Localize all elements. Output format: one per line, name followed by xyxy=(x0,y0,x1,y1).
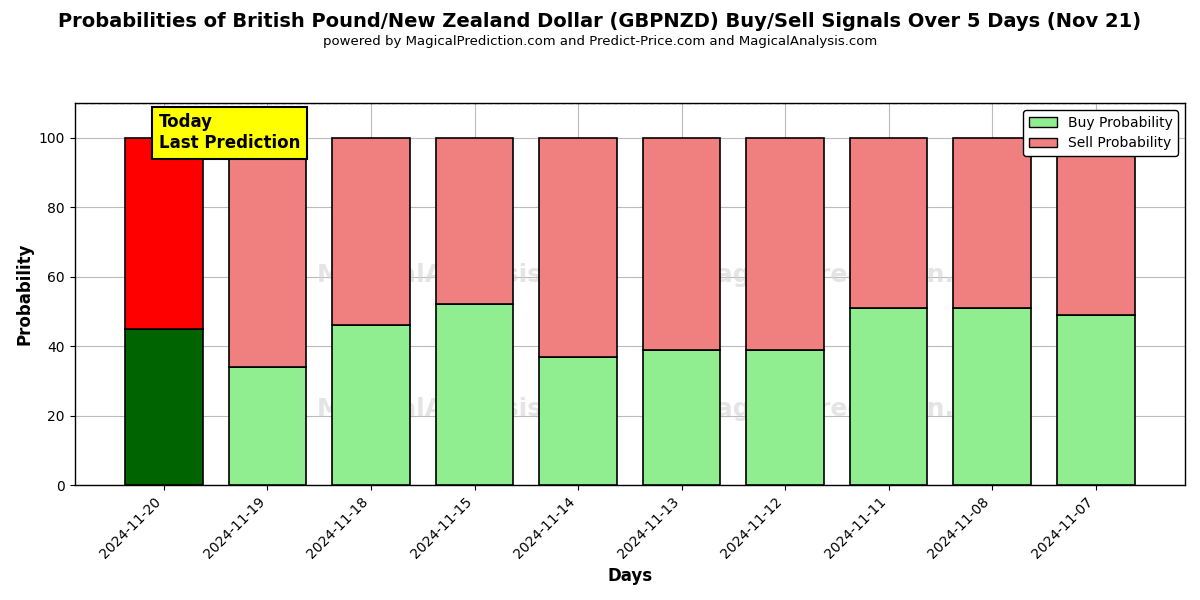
Bar xyxy=(746,350,824,485)
Y-axis label: Probability: Probability xyxy=(16,243,34,345)
Bar xyxy=(539,138,617,356)
Bar xyxy=(539,356,617,485)
Text: powered by MagicalPrediction.com and Predict-Price.com and MagicalAnalysis.com: powered by MagicalPrediction.com and Pre… xyxy=(323,35,877,48)
Bar xyxy=(229,138,306,367)
Bar xyxy=(643,350,720,485)
Bar xyxy=(229,367,306,485)
Legend: Buy Probability, Sell Probability: Buy Probability, Sell Probability xyxy=(1024,110,1178,156)
Bar xyxy=(436,138,514,304)
Bar xyxy=(125,138,203,329)
X-axis label: Days: Days xyxy=(607,567,653,585)
Text: MagicalPrediction.com: MagicalPrediction.com xyxy=(691,263,1013,287)
Bar xyxy=(125,329,203,485)
Bar xyxy=(332,138,410,325)
Text: MagicalPrediction.com: MagicalPrediction.com xyxy=(691,397,1013,421)
Text: Probabilities of British Pound/New Zealand Dollar (GBPNZD) Buy/Sell Signals Over: Probabilities of British Pound/New Zeala… xyxy=(59,12,1141,31)
Bar xyxy=(643,138,720,350)
Bar xyxy=(953,308,1031,485)
Bar xyxy=(746,138,824,350)
Text: MagicalAnalysis.com: MagicalAnalysis.com xyxy=(317,397,610,421)
Bar xyxy=(850,308,928,485)
Bar xyxy=(1057,315,1134,485)
Bar xyxy=(1057,138,1134,315)
Bar xyxy=(332,325,410,485)
Text: Today
Last Prediction: Today Last Prediction xyxy=(158,113,300,152)
Bar xyxy=(850,138,928,308)
Bar xyxy=(436,304,514,485)
Bar xyxy=(953,138,1031,308)
Text: MagicalAnalysis.com: MagicalAnalysis.com xyxy=(317,263,610,287)
